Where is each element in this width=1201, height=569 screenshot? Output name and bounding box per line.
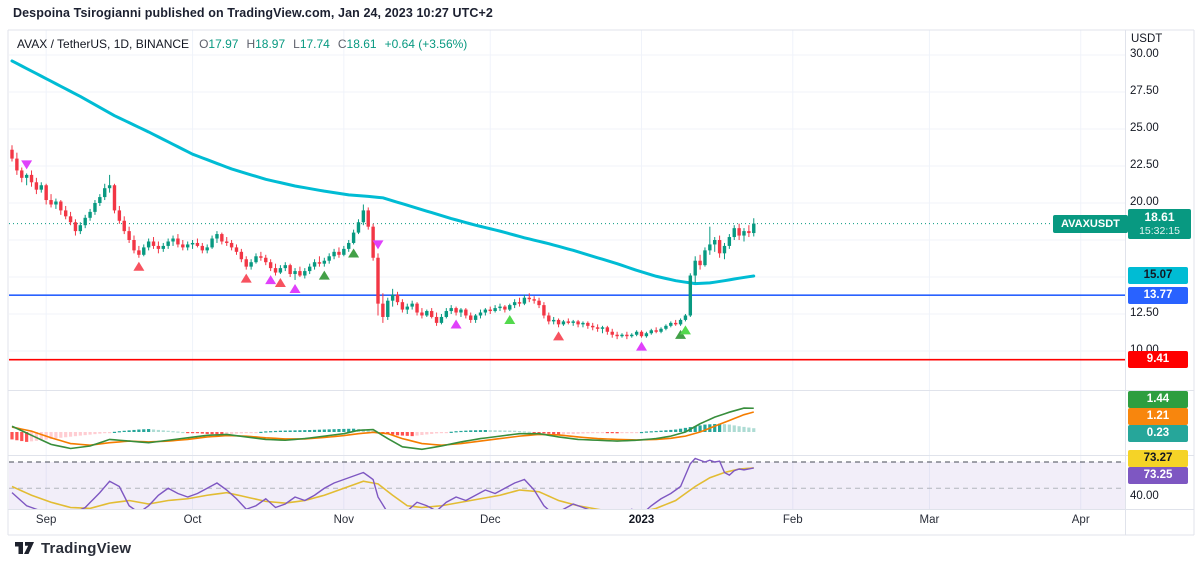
price-tick: 30.00 — [1130, 48, 1159, 60]
month-label[interactable]: Oct — [183, 514, 202, 526]
month-label[interactable]: Feb — [782, 514, 803, 526]
stoch-d-value-label: 73.27 — [1128, 450, 1188, 467]
symbol-tag: AVAXUSDT — [1053, 214, 1128, 233]
month-label[interactable]: Dec — [480, 514, 501, 526]
price-tick: 27.50 — [1130, 85, 1159, 97]
brand-name: TradingView — [41, 540, 132, 557]
price-tick: 20.00 — [1130, 196, 1159, 208]
down-triangle-marker — [372, 240, 384, 250]
close-value: 18.61 — [346, 37, 377, 51]
macd-value-label: 1.44 — [1128, 391, 1188, 408]
tradingview-logo-icon — [15, 542, 34, 554]
open-value: 17.97 — [208, 37, 239, 51]
trend-markers — [21, 160, 691, 351]
up-triangle-marker — [240, 273, 252, 283]
up-triangle-marker — [450, 319, 462, 329]
signal-value-label: 1.21 — [1128, 408, 1188, 425]
bar-countdown: 15:32:15 — [1139, 224, 1180, 237]
ma-value-label: 15.07 — [1128, 267, 1188, 285]
up-triangle-marker — [289, 283, 301, 293]
red-level-label: 9.41 — [1128, 351, 1188, 369]
up-triangle-marker — [553, 331, 565, 341]
symbol-title[interactable]: AVAX / TetherUS, 1D, BINANCE — [17, 37, 190, 51]
down-triangle-marker — [21, 160, 33, 170]
ma-line — [10, 59, 756, 286]
low-label: L — [293, 37, 300, 51]
hist-value-label: 0.23 — [1128, 425, 1188, 442]
up-triangle-marker — [636, 341, 648, 351]
last-price-label[interactable]: 18.61 15:32:15 — [1128, 208, 1191, 239]
up-triangle-marker — [133, 261, 145, 271]
high-label: H — [246, 37, 256, 51]
up-triangle-marker — [274, 278, 286, 288]
close-label: C — [337, 37, 347, 51]
pane-frame — [7, 29, 1195, 536]
month-label[interactable]: Nov — [333, 514, 355, 526]
stoch-k-line — [11, 457, 754, 509]
stoch-pane[interactable] — [9, 457, 1125, 519]
stoch-d-line — [11, 467, 754, 509]
currency-label: USDT — [1131, 33, 1163, 45]
up-triangle-marker — [265, 275, 277, 285]
grid-lines — [9, 30, 1125, 509]
tradingview-logo[interactable]: TradingView — [14, 540, 131, 557]
stoch-k-value-label: 73.25 — [1128, 467, 1188, 484]
blue-level-label: 13.77 — [1128, 286, 1188, 304]
candles-group — [10, 145, 756, 340]
high-value: 18.97 — [255, 37, 286, 51]
up-triangle-marker — [679, 325, 691, 335]
macd-pane[interactable] — [10, 407, 756, 451]
month-label[interactable]: Sep — [35, 514, 57, 526]
change-value: +0.64 (+3.56%) — [384, 37, 468, 51]
price-pane[interactable] — [9, 59, 1125, 361]
month-label[interactable]: 2023 — [628, 514, 655, 526]
price-tick: 12.50 — [1130, 307, 1159, 319]
price-tick: 25.00 — [1130, 122, 1159, 134]
open-label: O — [199, 37, 209, 51]
macd-line — [11, 407, 754, 451]
price-tick: 22.50 — [1130, 159, 1159, 171]
up-triangle-marker — [318, 270, 330, 280]
month-label[interactable]: Apr — [1071, 514, 1090, 526]
month-label[interactable]: Mar — [919, 514, 940, 526]
stoch-band — [9, 462, 1125, 509]
up-triangle-marker — [504, 315, 516, 325]
chart-legend[interactable]: AVAX / TetherUS, 1D, BINANCE O17.97 H18.… — [17, 37, 475, 51]
up-triangle-marker — [348, 248, 360, 258]
attribution-text: Despoina Tsirogianni published on Tradin… — [13, 6, 493, 20]
last-price-value: 18.61 — [1144, 209, 1175, 224]
stoch-axis-tick: 40.00 — [1130, 490, 1159, 502]
low-value: 17.74 — [299, 37, 330, 51]
